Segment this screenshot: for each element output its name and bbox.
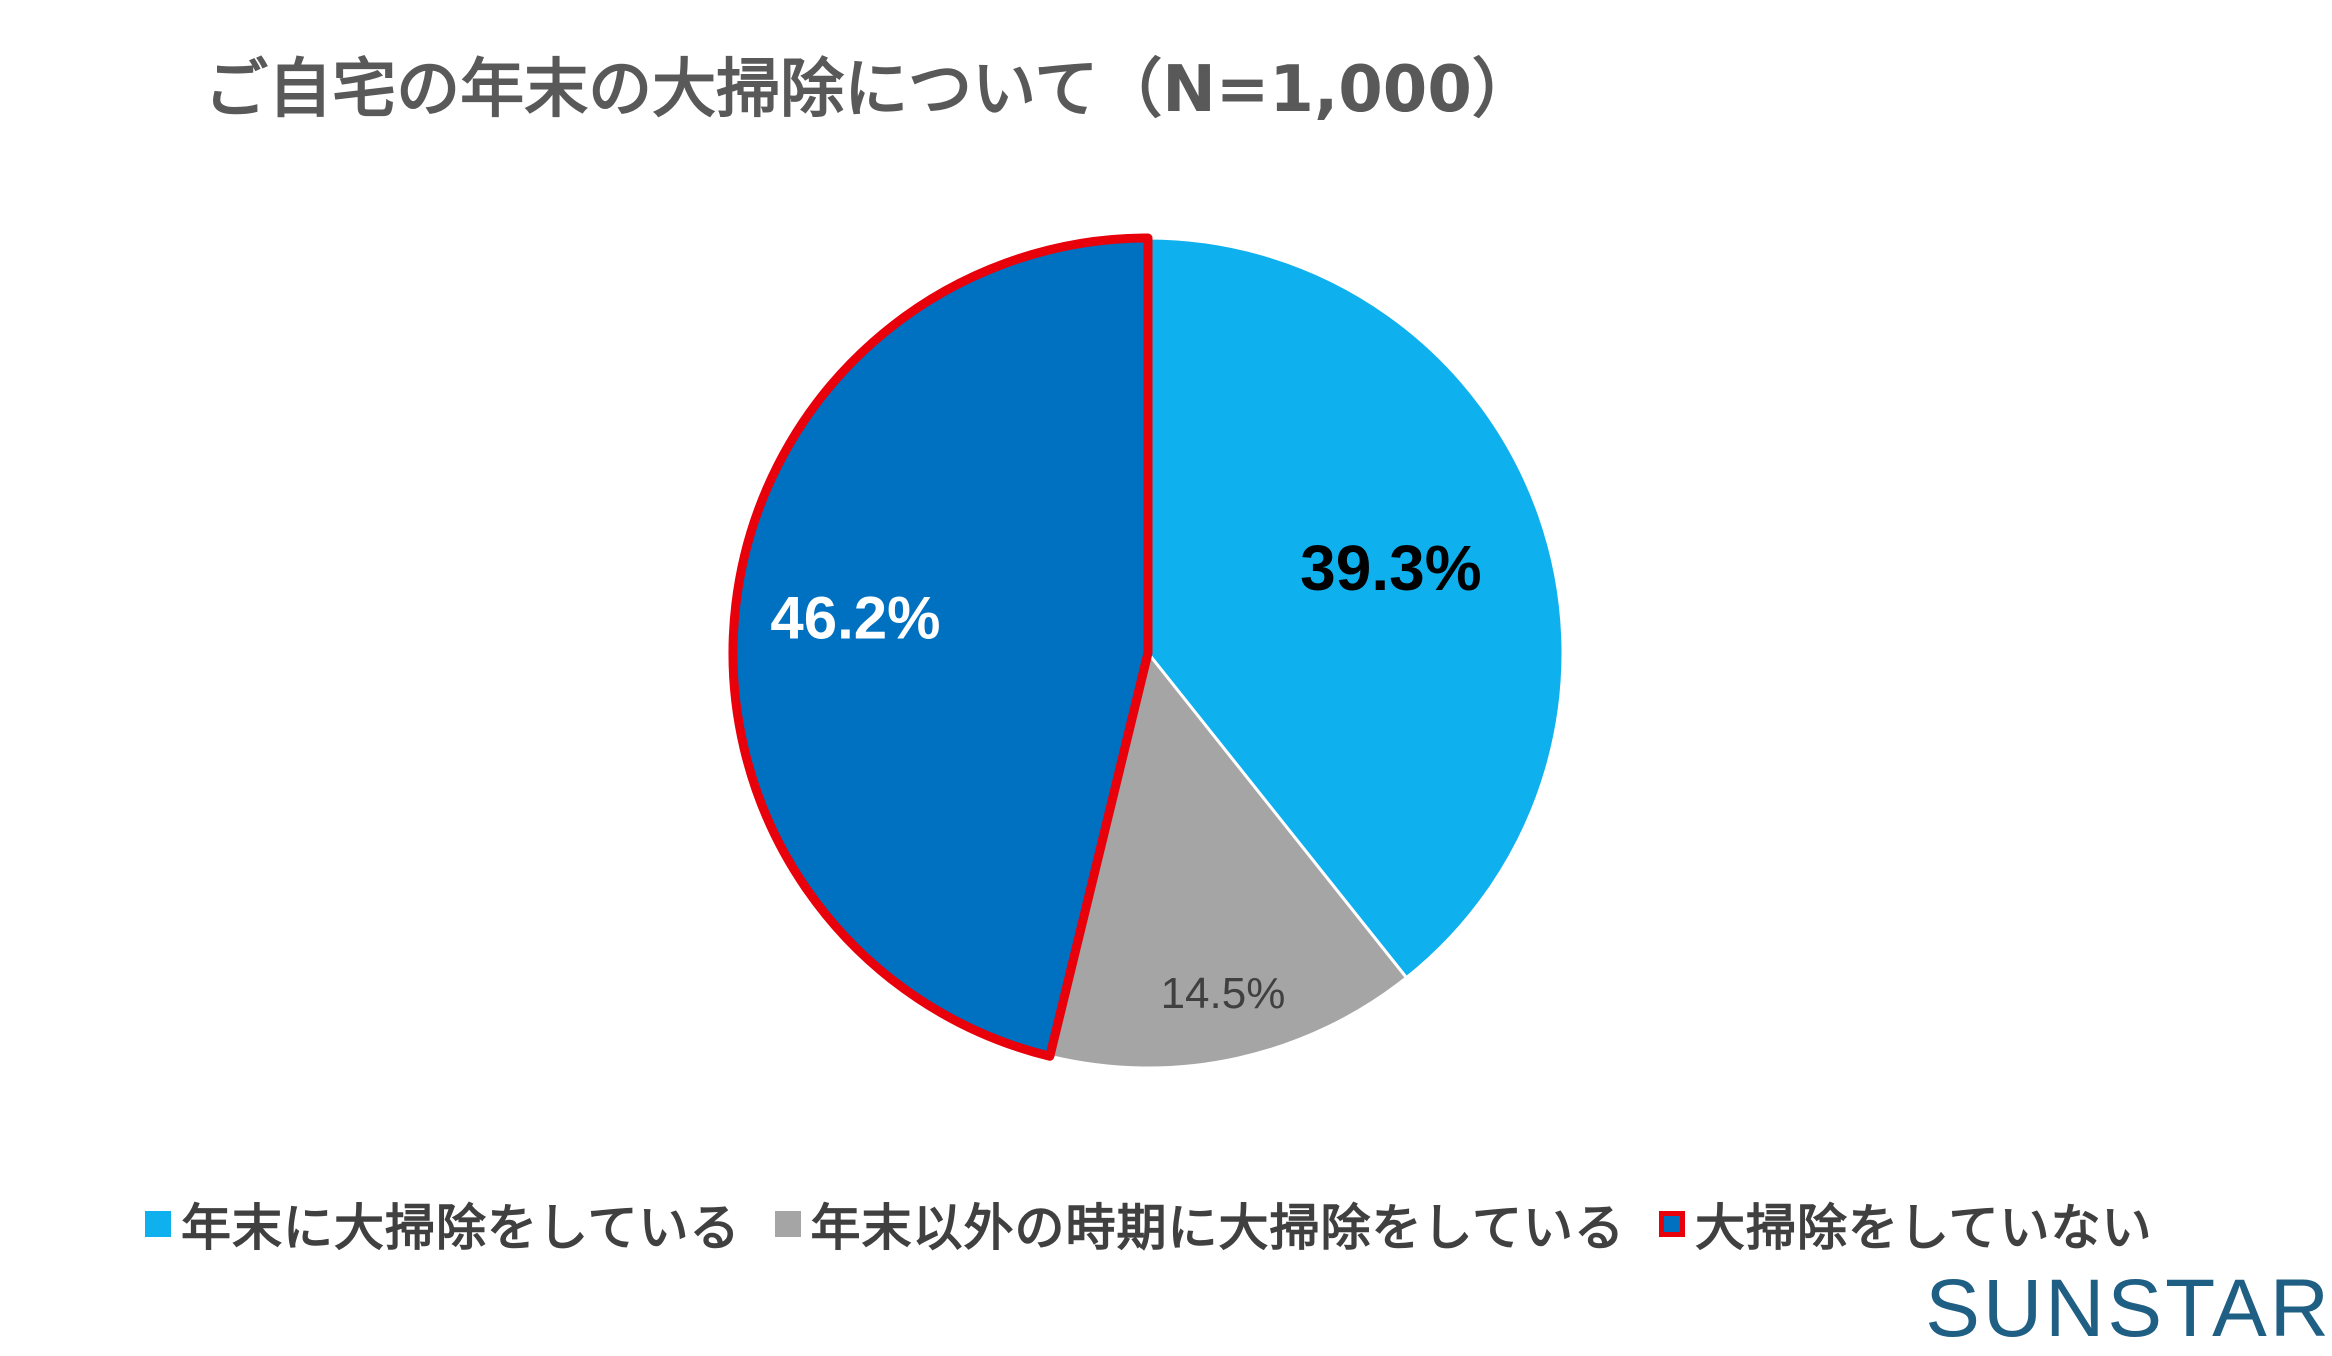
data-label-other-season-cleaning: 14.5% xyxy=(1161,969,1286,1018)
data-label-no-cleaning: 46.2% xyxy=(770,584,940,651)
pie-slice-other-season-cleaning xyxy=(1048,649,1409,1070)
legend-item-no-cleaning: 大掃除をしていない xyxy=(1659,1188,2153,1260)
chart-title: ご自宅の年末の大掃除について（N=1,000） xyxy=(204,53,1536,127)
legend-swatch-year-end-cleaning xyxy=(145,1211,171,1237)
pie-slice-highlight-outline xyxy=(728,233,1153,1061)
legend-label-year-end-cleaning: 年末に大掃除をしている xyxy=(181,1199,741,1257)
sunstar-logo: SUNSTAR xyxy=(1925,1263,2332,1354)
legend-item-other-season-cleaning: 年末以外の時期に大掃除をしている xyxy=(774,1188,1626,1260)
legend: 年末に大掃除をしている 年末以外の時期に大掃除をしている 大掃除をしていない xyxy=(145,1188,2187,1260)
legend-swatch-other-season-cleaning xyxy=(774,1211,801,1237)
legend-item-year-end-cleaning: 年末に大掃除をしている xyxy=(145,1188,741,1260)
data-label-year-end-cleaning: 39.3% xyxy=(1300,532,1481,604)
pie-slice-year-end-cleaning xyxy=(1146,236,1565,980)
legend-swatch-no-cleaning xyxy=(1659,1211,1685,1237)
legend-label-no-cleaning: 大掃除をしていない xyxy=(1695,1199,2153,1257)
legend-label-other-season-cleaning: 年末以外の時期に大掃除をしている xyxy=(810,1199,1625,1257)
